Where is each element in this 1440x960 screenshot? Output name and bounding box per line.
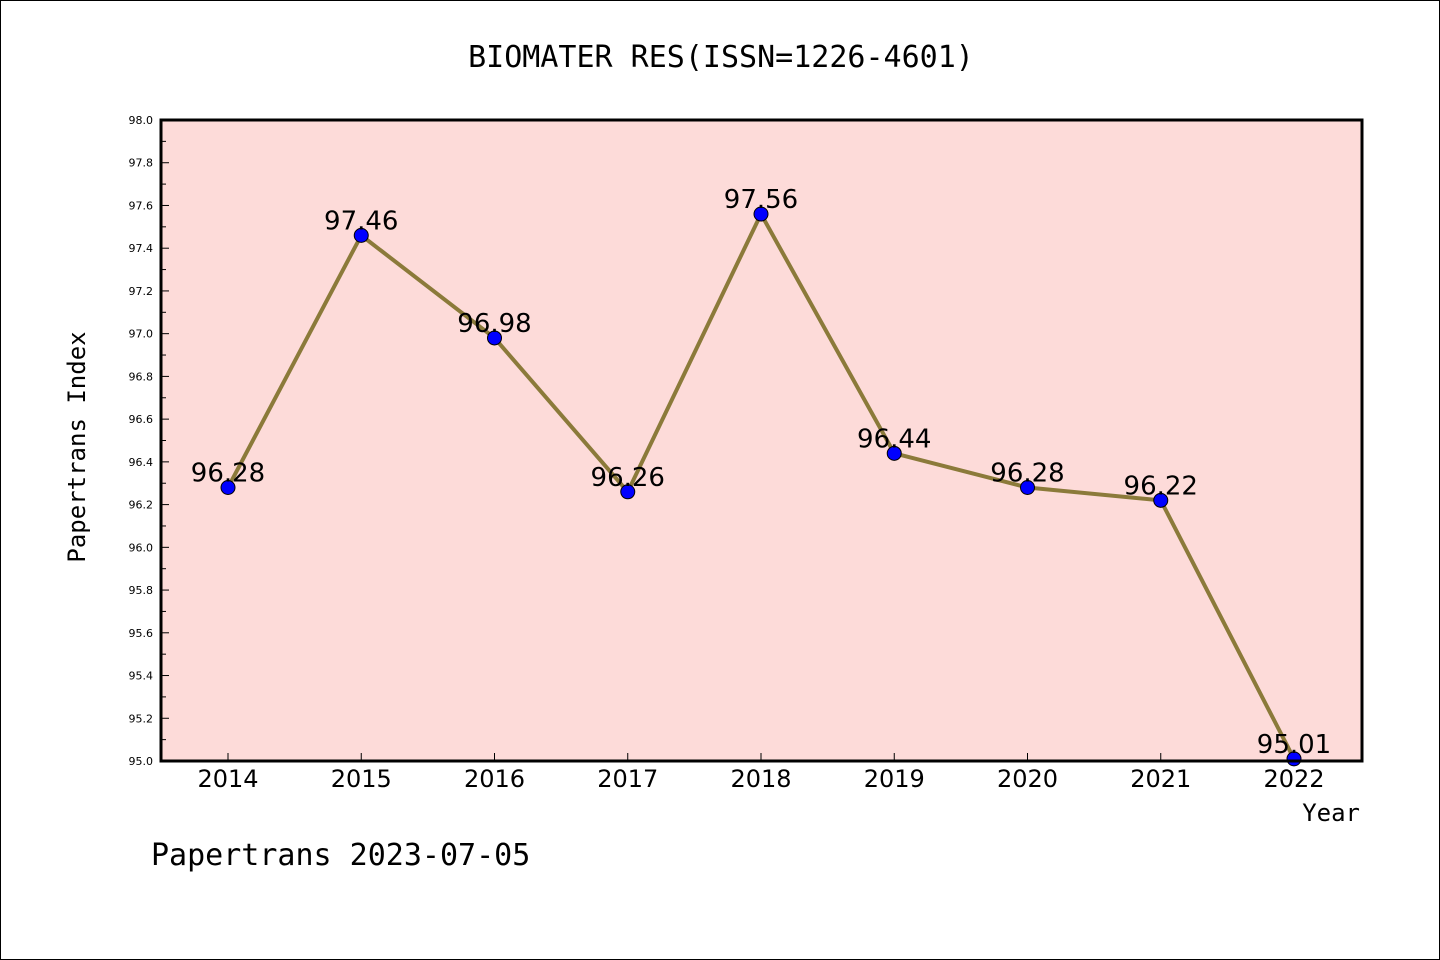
data-label: 95.01 — [1257, 730, 1331, 760]
data-label: 96.22 — [1124, 471, 1198, 501]
footer-text: Papertrans 2023-07-05 — [151, 838, 530, 873]
data-label: 96.44 — [857, 424, 931, 454]
y-tick-label: 96.4 — [129, 456, 154, 469]
data-point — [886, 445, 902, 461]
y-tick-label: 95.8 — [129, 584, 154, 597]
y-tick-label: 97.6 — [129, 199, 154, 212]
data-label: 96.28 — [191, 459, 265, 489]
x-tick-label: 2015 — [331, 765, 392, 793]
y-tick-label: 96.8 — [129, 370, 154, 383]
plot-border — [159, 118, 1364, 763]
y-tick-label: 95.4 — [129, 670, 154, 683]
y-tick-label: 98.0 — [129, 114, 154, 127]
x-tick-label: 2021 — [1130, 765, 1191, 793]
y-axis-label: Papertrans Index — [63, 331, 91, 562]
chart-title: BIOMATER RES(ISSN=1226-4601) — [468, 40, 974, 75]
data-label: 97.46 — [324, 206, 398, 236]
y-tick-label: 97.4 — [129, 242, 154, 255]
y-tick-label: 96.2 — [129, 499, 154, 512]
y-tick-label: 95.6 — [129, 627, 154, 640]
x-tick-label: 2018 — [730, 765, 791, 793]
data-point — [1020, 480, 1035, 496]
y-tick-label: 96.6 — [129, 413, 154, 426]
y-tick-label: 97.8 — [129, 157, 154, 170]
data-point — [753, 206, 769, 222]
data-label: 96.26 — [591, 463, 665, 493]
y-axis: 95.0 95.2 95.4 95.6 95.8 96.0 96.2 96.4 96.6 96.8… — [129, 114, 169, 768]
y-tick-label: 95.2 — [129, 712, 154, 725]
data-label: 96.98 — [457, 309, 531, 339]
data-point — [620, 484, 636, 500]
x-tick-label: 2019 — [864, 765, 925, 793]
x-tick-label: 2017 — [597, 765, 658, 793]
data-label: 97.56 — [724, 185, 798, 215]
data-label: 96.28 — [990, 459, 1064, 489]
x-axis: 2014 2015 2016 2017 2018 2019 2020 2021 2022 — [197, 753, 1325, 793]
y-tick-label: 95.0 — [129, 755, 154, 768]
x-tick-label: 2020 — [997, 765, 1058, 793]
data-labels: 96.28 97.46 96.98 96.26 97.56 96.44 96.28 96.22… — [191, 185, 1331, 760]
data-point — [487, 330, 502, 346]
x-tick-label: 2014 — [197, 765, 258, 793]
x-tick-label: 2016 — [464, 765, 525, 793]
y-tick-label: 96.0 — [129, 541, 154, 554]
data-point — [220, 480, 236, 496]
plot-area — [161, 120, 1362, 761]
data-point — [353, 227, 369, 243]
x-axis-label: Year — [1302, 799, 1360, 827]
data-point — [1153, 492, 1169, 508]
y-tick-label: 97.0 — [129, 328, 154, 341]
x-tick-label: 2022 — [1263, 765, 1324, 793]
y-tick-label: 97.2 — [129, 285, 154, 298]
